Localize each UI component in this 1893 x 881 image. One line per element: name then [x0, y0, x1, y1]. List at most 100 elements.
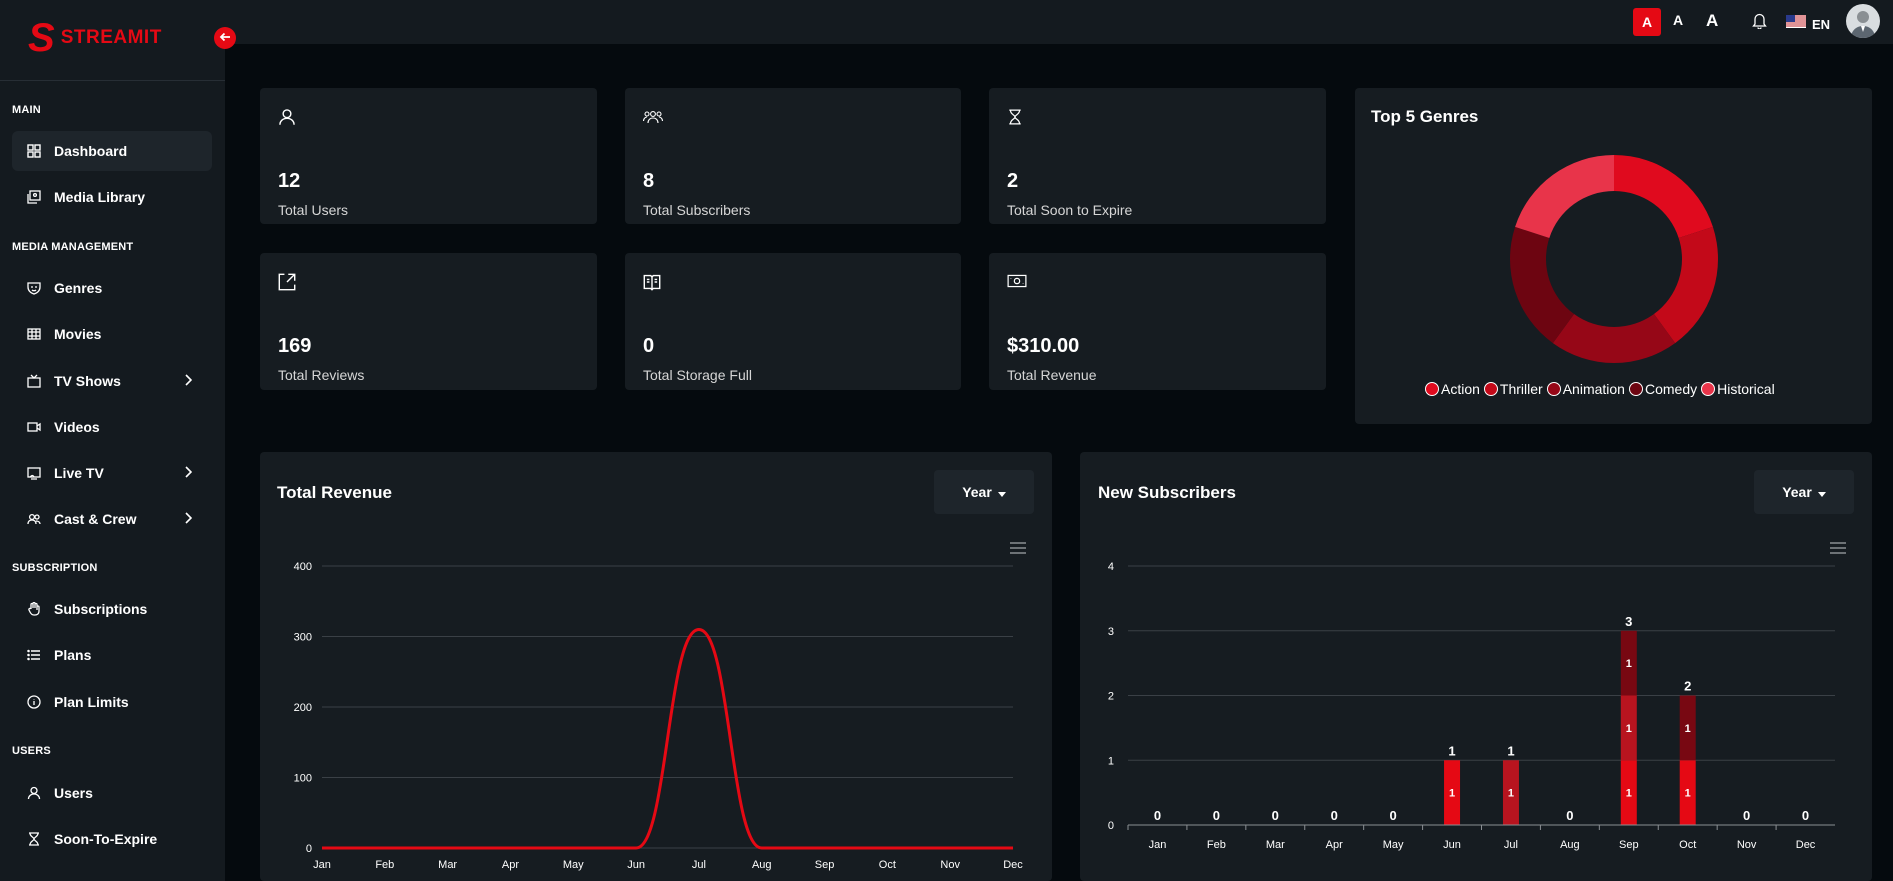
legend-item-historical[interactable]: Historical	[1701, 381, 1775, 397]
x-tick-label: Apr	[1326, 839, 1343, 851]
info-icon	[26, 694, 42, 710]
genres-donut-chart	[1510, 155, 1718, 363]
revenue-series-line	[321, 627, 1013, 850]
sidebar-item-label: Dashboard	[54, 143, 128, 159]
revenue-chart-menu-icon[interactable]	[1010, 541, 1026, 559]
section-subscription: SUBSCRIPTION	[12, 562, 98, 574]
caret-down-icon	[997, 484, 1006, 500]
sidebar-item-live-tv[interactable]: Live TV	[12, 453, 212, 493]
y-tick-label: 300	[294, 632, 312, 644]
legend-label: Action	[1441, 381, 1480, 397]
donut-slice-historical	[1515, 155, 1614, 238]
x-tick-label: Feb	[375, 859, 394, 871]
stat-card-total-users: 12 Total Users	[260, 88, 597, 224]
font-size-medium-button[interactable]: A	[1673, 12, 1684, 28]
bar-total-label: 0	[1566, 808, 1573, 823]
sidebar-item-cast-crew[interactable]: Cast & Crew	[12, 499, 212, 539]
bar-total-label: 0	[1154, 808, 1161, 823]
legend-dot	[1425, 382, 1439, 396]
x-tick-label: May	[1383, 839, 1404, 851]
bar-total-label: 0	[1213, 808, 1220, 823]
font-size-large-button[interactable]: A	[1706, 11, 1719, 30]
x-tick-label: Jul	[1504, 839, 1518, 851]
sidebar-divider	[0, 80, 225, 81]
subscribers-bar-chart: 0 1 2 3 4 0 Jan 0 Feb 0 Mar 0 Apr 0 May 1 1 Jun 1 1 Jul 0 Aug 1…	[1108, 561, 1835, 851]
y-tick-label: 0	[306, 843, 312, 855]
revenue-title: Total Revenue	[277, 483, 392, 502]
sidebar-item-soon-to-expire[interactable]: Soon-To-Expire	[12, 819, 212, 859]
bar-total-label: 0	[1331, 808, 1338, 823]
brand-logo[interactable]: S STREAMIT	[28, 18, 162, 58]
sidebar-item-subscriptions[interactable]: Subscriptions	[12, 589, 212, 629]
legend-dot	[1628, 382, 1643, 396]
sidebar-item-label: Soon-To-Expire	[54, 831, 158, 847]
x-tick-label: Nov	[1737, 839, 1757, 851]
bar-segment-label: 1	[1685, 723, 1691, 735]
donut-slice-action	[1614, 155, 1713, 238]
revenue-year-dropdown[interactable]: Year	[934, 470, 1034, 514]
sidebar-item-genres[interactable]: Genres	[12, 268, 212, 308]
bar-total-label: 0	[1272, 808, 1279, 823]
subscribers-year-dropdown[interactable]: Year	[1754, 470, 1854, 514]
sidebar-item-label: Plan Limits	[54, 694, 129, 710]
section-main: MAIN	[12, 104, 41, 116]
bar-segment-label: 1	[1626, 788, 1632, 800]
sidebar-item-videos[interactable]: Videos	[12, 407, 212, 447]
x-tick-label: Mar	[1266, 839, 1285, 851]
subscribers-chart-menu-icon[interactable]	[1830, 541, 1846, 559]
legend-item-animation[interactable]: Animation	[1546, 381, 1625, 397]
legend-item-thriller[interactable]: Thriller	[1483, 381, 1543, 397]
collapse-sidebar-button[interactable]	[214, 27, 236, 49]
stat-value: 2	[1007, 170, 1019, 192]
genres-icon	[26, 280, 42, 296]
video-icon	[26, 419, 42, 435]
section-users: USERS	[12, 745, 51, 757]
sidebar-item-plans[interactable]: Plans	[12, 635, 212, 675]
x-tick-label: Nov	[940, 859, 960, 871]
legend-item-action[interactable]: Action	[1425, 381, 1480, 397]
bell-icon[interactable]	[1752, 12, 1767, 34]
sidebar-item-dashboard[interactable]: Dashboard	[12, 131, 212, 171]
sidebar-item-tv-shows[interactable]: TV Shows	[12, 361, 212, 401]
x-tick-label: Aug	[1560, 839, 1580, 851]
legend-label: Animation	[1562, 381, 1625, 397]
genres-title: Top 5 Genres	[1371, 107, 1479, 126]
sidebar-item-label: Videos	[54, 419, 100, 435]
topbar	[225, 0, 1893, 44]
bar-total-label: 2	[1684, 679, 1691, 694]
language-selector[interactable]: EN	[1786, 15, 1830, 33]
x-tick-label: Apr	[502, 859, 519, 871]
x-tick-label: Jun	[627, 859, 645, 871]
stat-label: Total Revenue	[1007, 367, 1097, 383]
bar-segment	[1444, 760, 1461, 825]
genres-legend: Action Thriller Animation Comedy Historical	[1425, 381, 1779, 397]
sidebar-item-media-library[interactable]: Media Library	[12, 177, 212, 217]
user-icon	[278, 108, 296, 131]
stat-label: Total Subscribers	[643, 202, 751, 218]
user-icon	[26, 785, 42, 801]
sidebar-item-users[interactable]: Users	[12, 773, 212, 813]
donut-slice-thriller	[1653, 226, 1718, 344]
donut-slice-comedy	[1510, 226, 1575, 344]
sidebar-item-label: Users	[54, 785, 93, 801]
cast-crew-icon	[26, 511, 42, 527]
x-tick-label: May	[563, 859, 584, 871]
x-tick-label: Sep	[815, 859, 835, 871]
sidebar: S STREAMIT MAIN Dashboard Media Library …	[0, 0, 225, 881]
stat-label: Total Storage Full	[643, 367, 752, 383]
bar-total-label: 0	[1802, 808, 1809, 823]
bar-segment-label: 1	[1449, 788, 1455, 800]
legend-item-comedy[interactable]: Comedy	[1628, 381, 1697, 397]
avatar[interactable]	[1846, 4, 1880, 38]
legend-dot	[1483, 382, 1498, 396]
language-code: EN	[1812, 16, 1831, 32]
font-size-small-button[interactable]: A	[1633, 8, 1661, 36]
bar-segment	[1502, 760, 1519, 825]
sidebar-item-movies[interactable]: Movies	[12, 314, 212, 354]
bar-total-label: 3	[1625, 614, 1632, 629]
bar-segment	[1679, 760, 1696, 825]
revenue-line-chart: 0 100 200 300 400 Jan Feb Mar Apr May Jun Jul Aug Sep…	[294, 561, 1024, 871]
bar-segment-label: 1	[1626, 723, 1632, 735]
dropdown-label: Year	[962, 484, 992, 500]
sidebar-item-plan-limits[interactable]: Plan Limits	[12, 682, 212, 722]
